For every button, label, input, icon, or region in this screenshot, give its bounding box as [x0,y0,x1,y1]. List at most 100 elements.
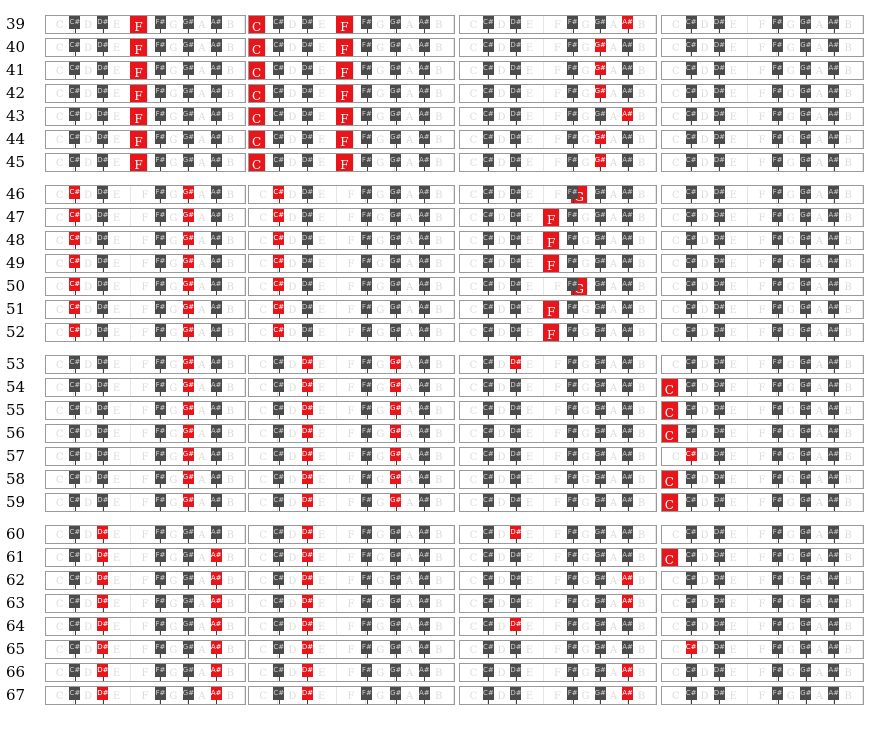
black-key-f-sharp[interactable]: F# [772,154,784,171]
black-key-d-sharp[interactable]: D# [301,62,313,79]
black-key-a-sharp[interactable]: A# [210,62,222,79]
white-key-b[interactable]: B [425,526,454,543]
black-key-d-sharp[interactable]: D# [713,301,725,318]
white-key-c[interactable]: C [249,108,267,125]
black-key-a-sharp[interactable]: A# [210,255,222,272]
black-key-c-sharp[interactable]: C# [69,278,81,295]
white-key-b[interactable]: B [425,494,454,511]
black-key-f-sharp[interactable]: F# [361,402,373,419]
white-key-e[interactable]: E [308,379,337,396]
white-key-e[interactable]: E [516,471,544,488]
black-key-f-sharp[interactable]: F# [772,301,784,318]
black-key-f-sharp[interactable]: F# [772,494,784,511]
black-key-g-sharp[interactable]: G# [390,39,401,56]
white-key-b[interactable]: B [628,232,656,249]
black-key-g-sharp[interactable]: G# [182,526,194,543]
white-key-e[interactable]: E [516,448,544,465]
black-key-g-sharp[interactable]: G# [594,664,606,681]
black-key-d-sharp[interactable]: D# [97,232,108,249]
white-key-b[interactable]: B [834,664,863,681]
black-key-a-sharp[interactable]: A# [828,301,840,318]
black-key-d-sharp[interactable]: D# [510,85,522,102]
black-key-g-sharp[interactable]: G# [182,425,194,442]
black-key-c-sharp[interactable]: C# [482,572,494,589]
white-key-b[interactable]: B [628,494,656,511]
black-key-f-sharp[interactable]: F# [154,572,166,589]
black-key-c-sharp[interactable]: C# [273,618,285,635]
white-key-e[interactable]: E [103,301,132,318]
black-key-d-sharp[interactable]: D# [301,402,313,419]
white-key-b[interactable]: B [425,301,454,318]
white-key-e[interactable]: E [719,16,749,33]
white-key-b[interactable]: B [425,641,454,658]
black-key-d-sharp[interactable]: D# [301,572,313,589]
black-key-g-sharp[interactable]: G# [800,664,812,681]
black-key-d-sharp[interactable]: D# [510,39,522,56]
black-key-a-sharp[interactable]: A# [418,526,430,543]
black-key-f-sharp[interactable]: F# [361,232,373,249]
black-key-d-sharp[interactable]: D# [713,526,725,543]
black-key-c-sharp[interactable]: C# [482,39,494,56]
black-key-a-sharp[interactable]: A# [210,402,222,419]
black-key-c-sharp[interactable]: C# [273,379,285,396]
black-key-f-sharp[interactable]: F# [772,324,784,341]
black-key-g-sharp[interactable]: G# [800,39,812,56]
white-key-f[interactable]: F [130,16,148,33]
white-key-f[interactable]: F [335,108,354,125]
black-key-d-sharp[interactable]: D# [510,618,522,635]
black-key-f-sharp[interactable]: F# [772,572,784,589]
black-key-g-sharp[interactable]: G# [182,618,194,635]
white-key-e[interactable]: E [103,549,132,566]
black-key-c-sharp[interactable]: C# [273,324,285,341]
white-key-b[interactable]: B [217,301,245,318]
black-key-g-sharp[interactable]: G# [800,278,812,295]
black-key-c-sharp[interactable]: C# [273,664,285,681]
black-key-a-sharp[interactable]: A# [418,549,430,566]
white-key-e[interactable]: E [516,108,544,125]
black-key-d-sharp[interactable]: D# [713,232,725,249]
black-key-g-sharp[interactable]: G# [800,186,812,203]
white-key-e[interactable]: E [103,255,132,272]
black-key-g-sharp[interactable]: G# [594,16,606,33]
black-key-c-sharp[interactable]: C# [273,402,285,419]
white-key-e[interactable]: E [308,572,337,589]
white-key-b[interactable]: B [217,471,245,488]
black-key-d-sharp[interactable]: D# [510,324,522,341]
white-key-c[interactable]: C [662,549,679,566]
black-key-a-sharp[interactable]: A# [622,324,634,341]
white-key-e[interactable]: E [516,425,544,442]
black-key-g-sharp[interactable]: G# [594,131,606,148]
black-key-c-sharp[interactable]: C# [685,232,697,249]
white-key-e[interactable]: E [516,16,544,33]
black-key-f-sharp[interactable]: F# [154,618,166,635]
black-key-d-sharp[interactable]: D# [713,62,725,79]
black-key-c-sharp[interactable]: C# [685,186,697,203]
black-key-f-sharp[interactable]: F# [772,278,784,295]
black-key-f-sharp[interactable]: F# [567,664,579,681]
white-key-e[interactable]: E [308,301,337,318]
black-key-a-sharp[interactable]: A# [828,16,840,33]
black-key-f-sharp[interactable]: F# [567,301,579,318]
white-key-b[interactable]: B [834,687,863,704]
black-key-f-sharp[interactable]: F# [361,39,373,56]
black-key-c-sharp[interactable]: C# [482,526,494,543]
black-key-a-sharp[interactable]: A# [828,687,840,704]
black-key-g-sharp[interactable]: G# [800,641,812,658]
white-key-e[interactable]: E [719,85,749,102]
white-key-b[interactable]: B [834,549,863,566]
black-key-d-sharp[interactable]: D# [97,618,108,635]
black-key-c-sharp[interactable]: C# [685,356,697,373]
black-key-g-sharp[interactable]: G# [182,448,194,465]
black-key-c-sharp[interactable]: C# [482,402,494,419]
white-key-b[interactable]: B [425,618,454,635]
black-key-g-sharp[interactable]: G# [390,186,401,203]
white-key-b[interactable]: B [628,572,656,589]
black-key-f-sharp[interactable]: F# [567,687,579,704]
black-key-d-sharp[interactable]: D# [301,595,313,612]
black-key-c-sharp[interactable]: C# [685,641,697,658]
black-key-c-sharp[interactable]: C# [273,154,285,171]
white-key-e[interactable]: E [103,595,132,612]
black-key-g-sharp[interactable]: G# [182,664,194,681]
black-key-d-sharp[interactable]: D# [510,131,522,148]
black-key-f-sharp[interactable]: F# [154,595,166,612]
